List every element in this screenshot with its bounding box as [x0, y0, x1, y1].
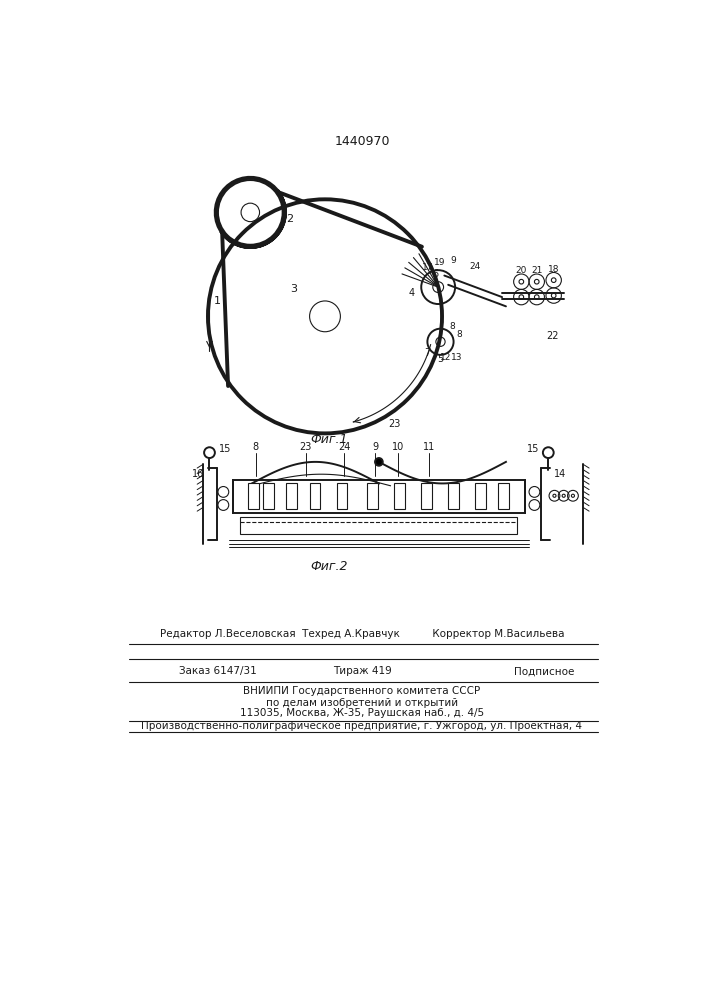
Text: 15: 15 — [218, 444, 231, 454]
Bar — [240, 517, 518, 534]
Text: 15: 15 — [527, 444, 539, 454]
Bar — [368, 483, 378, 509]
Bar — [475, 483, 486, 509]
Text: 1: 1 — [214, 296, 221, 306]
Text: 13: 13 — [451, 353, 462, 362]
Bar — [448, 483, 459, 509]
Text: 9: 9 — [372, 442, 378, 452]
Bar — [248, 483, 259, 509]
Text: 11: 11 — [423, 442, 435, 452]
Text: 20: 20 — [515, 266, 527, 275]
Text: по делам изобретений и открытий: по делам изобретений и открытий — [266, 698, 458, 708]
Text: 1440970: 1440970 — [334, 135, 390, 148]
Bar — [310, 483, 320, 509]
Text: Производственно-полиграфическое предприятие, г. Ужгород, ул. Проектная, 4: Производственно-полиграфическое предприя… — [141, 721, 583, 731]
Text: 8: 8 — [252, 442, 259, 452]
Text: 17: 17 — [421, 263, 433, 272]
Text: 19: 19 — [434, 258, 445, 267]
Text: 14: 14 — [554, 469, 566, 479]
Text: Фиг.1: Фиг.1 — [310, 433, 348, 446]
Text: Подписное: Подписное — [514, 666, 575, 676]
Text: 23: 23 — [388, 419, 400, 429]
Text: 21: 21 — [531, 266, 542, 275]
Text: 2: 2 — [286, 214, 293, 224]
Text: Заказ 6147/31: Заказ 6147/31 — [179, 666, 257, 676]
Text: 18: 18 — [548, 265, 559, 274]
Text: 6: 6 — [432, 269, 438, 279]
Text: 23: 23 — [300, 442, 312, 452]
Text: Фиг.2: Фиг.2 — [310, 560, 348, 573]
Text: 24: 24 — [469, 262, 481, 271]
Text: 113035, Москва, Ж-35, Раушская наб., д. 4/5: 113035, Москва, Ж-35, Раушская наб., д. … — [240, 708, 484, 718]
Text: 5: 5 — [438, 354, 443, 364]
Text: 4: 4 — [409, 288, 415, 298]
Bar — [337, 483, 347, 509]
Bar — [395, 483, 405, 509]
Text: 9: 9 — [450, 256, 457, 265]
Circle shape — [375, 458, 382, 466]
Text: Редактор Л.Веселовская  Техред А.Кравчук          Корректор М.Васильева: Редактор Л.Веселовская Техред А.Кравчук … — [160, 629, 564, 639]
Text: 24: 24 — [338, 442, 351, 452]
Bar — [421, 483, 432, 509]
Text: 16: 16 — [192, 469, 204, 479]
Text: 7: 7 — [424, 348, 431, 358]
Text: 12: 12 — [440, 353, 452, 362]
Text: 8: 8 — [457, 330, 462, 339]
Text: 22: 22 — [546, 331, 559, 341]
Text: 8: 8 — [449, 322, 455, 331]
Bar — [286, 483, 297, 509]
Text: Тираж 419: Тираж 419 — [332, 666, 392, 676]
Text: ВНИИПИ Государственного комитета СССР: ВНИИПИ Государственного комитета СССР — [243, 686, 481, 696]
Text: 3: 3 — [290, 284, 297, 294]
Bar — [264, 483, 274, 509]
Bar — [233, 480, 525, 513]
Text: 10: 10 — [392, 442, 404, 452]
Bar — [498, 483, 509, 509]
